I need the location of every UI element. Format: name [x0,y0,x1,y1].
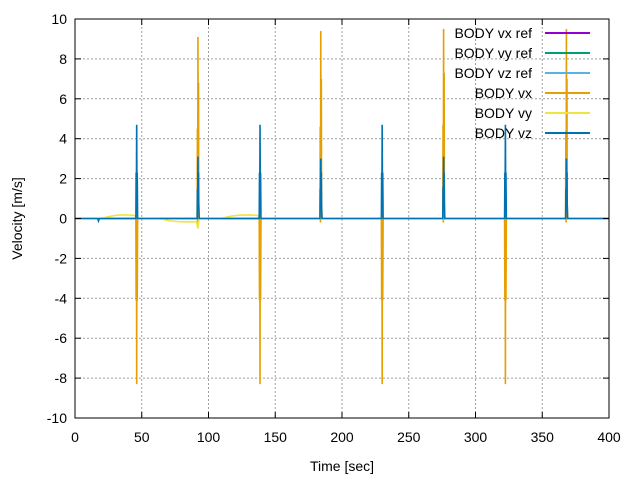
x-tick-label: 300 [464,429,488,445]
y-tick-label: 10 [51,11,67,27]
y-tick-label: 0 [59,211,67,227]
x-tick-label: 250 [397,429,421,445]
y-tick-label: -4 [55,290,68,306]
legend-label: BODY vy [475,105,532,121]
x-tick-label: 100 [197,429,221,445]
legend-entry-body-vz-ref: BODY vz ref [454,65,590,81]
y-axis-label: Velocity [m/s] [9,177,25,259]
x-tick-label: 0 [71,429,79,445]
legend-entry-body-vy: BODY vy [475,105,590,121]
x-tick-label: 400 [597,429,621,445]
legend-entry-body-vy-ref: BODY vy ref [454,45,590,61]
legend-label: BODY vy ref [454,45,532,61]
legend: BODY vx ref BODY vy ref BODY vz ref BODY vx… [454,25,590,141]
series-group [75,28,609,385]
x-axis-label: Time [sec] [310,458,374,474]
series-line-body-vy [75,214,609,229]
legend-label: BODY vz [475,125,532,141]
legend-entry-body-vx: BODY vx [475,85,590,101]
series-line-body-vx [75,28,609,385]
x-tick-label: 350 [531,429,555,445]
legend-entry-body-vz: BODY vz [475,125,590,141]
y-tick-label: -2 [55,250,68,266]
y-tick-label: -6 [55,330,68,346]
x-tick-label: 50 [134,429,150,445]
legend-label: BODY vx ref [454,25,532,41]
y-tick-label: 2 [59,171,67,187]
y-tick-label: 8 [59,51,67,67]
x-tick-label: 150 [264,429,288,445]
legend-label: BODY vx [475,85,532,101]
y-tick-label: -8 [55,370,68,386]
series-line-body-vz [75,124,609,224]
y-tick-label: 4 [59,131,67,147]
y-tick-label: 6 [59,91,67,107]
legend-entry-body-vx-ref: BODY vx ref [454,25,590,41]
y-tick-label: -10 [47,410,67,426]
x-tick-label: 200 [330,429,354,445]
ticks: 0 50 100 150 200 250 300 350 400 -10 -8 -6 -4 -2 0 2 4 6 8… [47,11,621,445]
legend-label: BODY vz ref [454,65,532,81]
